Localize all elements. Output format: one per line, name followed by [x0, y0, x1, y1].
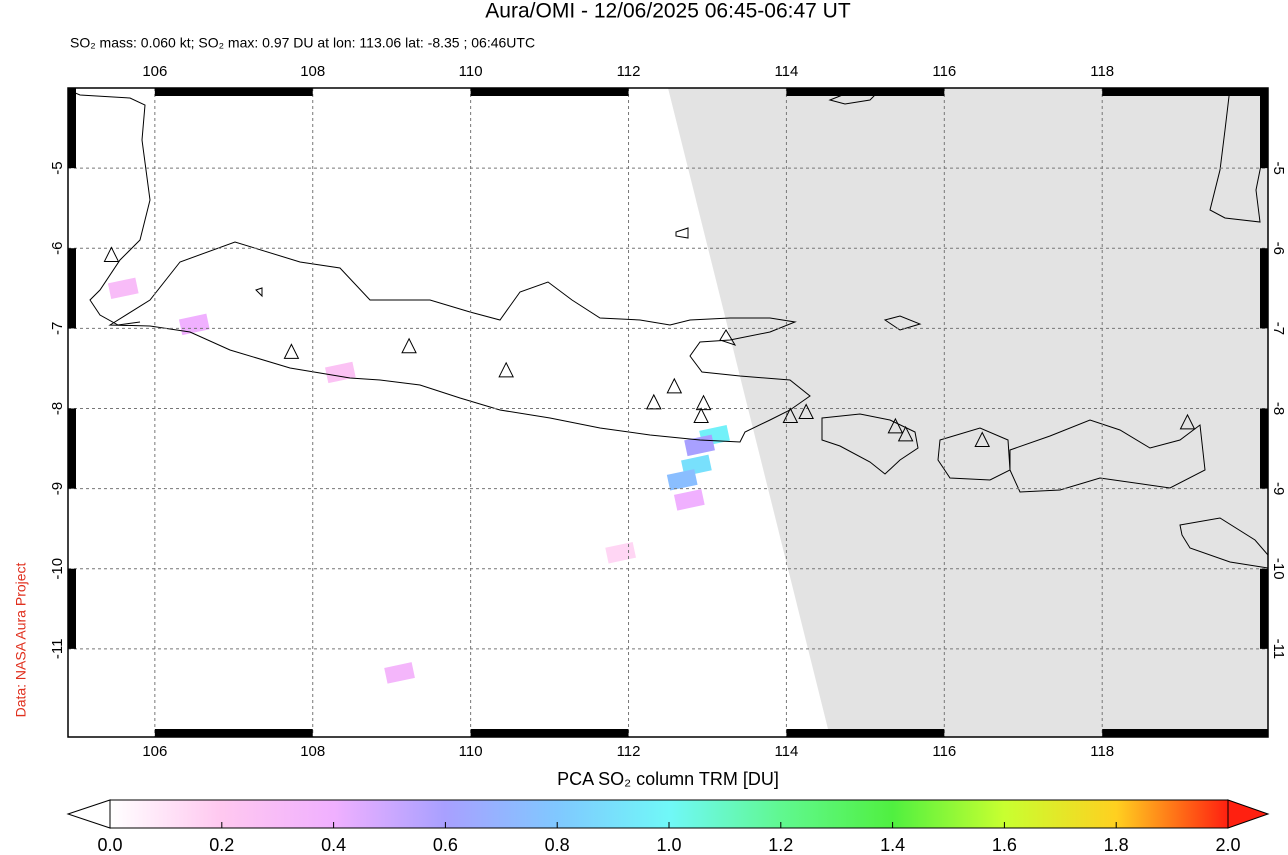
colorbar-bar	[109, 799, 1229, 829]
volcano	[666, 377, 683, 394]
x-tick-label: 114	[774, 743, 798, 760]
colorbar-under	[66, 799, 111, 829]
coastline	[821, 413, 919, 475]
y-tick-label: -5	[49, 161, 66, 174]
x-tick-label: 116	[932, 743, 956, 760]
volcano	[645, 393, 662, 410]
colorbar-tick-label: 0.4	[321, 835, 346, 855]
colorbar-tick-label: 2.0	[1215, 835, 1240, 855]
colorbar-tick-label: 0.8	[545, 835, 570, 855]
frame-bar	[1102, 88, 1268, 96]
coastline	[108, 241, 811, 443]
x-tick-label: 118	[1090, 63, 1114, 80]
volcano	[695, 394, 712, 411]
y-tick-label: -7	[1270, 322, 1287, 335]
y-tick-label: -11	[49, 639, 66, 660]
coastline	[1009, 419, 1206, 493]
graticule	[68, 88, 1268, 737]
volcano	[782, 407, 799, 424]
frame-bar	[68, 248, 76, 329]
coastline	[255, 227, 922, 346]
so2-pixel	[107, 277, 139, 300]
x-tick-label: 116	[932, 63, 956, 80]
so2-pixel	[666, 469, 698, 491]
x-tick-label: 108	[300, 63, 325, 80]
colorbar-tick-label: 1.0	[656, 835, 681, 855]
y-tick-label: -7	[49, 322, 66, 335]
axis-labels: 106 106 108 108 110 110 112 112 114 114 116 116 118 1…	[49, 63, 1287, 760]
colorbar-over	[1227, 799, 1270, 829]
volcano	[401, 337, 417, 354]
frame-bars	[68, 88, 1268, 737]
frame-bar	[786, 88, 945, 96]
colorbar-label: PCA SO₂ column TRM [DU]	[557, 769, 779, 789]
no-data-region	[668, 88, 1268, 737]
frame-bar	[470, 729, 629, 737]
y-tick-label: -11	[1270, 639, 1287, 660]
subtitle: SO₂ mass: 0.060 kt; SO₂ max: 0.97 DU at …	[70, 35, 535, 51]
frame-bar	[470, 88, 629, 96]
colorbar-tick-label: 0.2	[209, 835, 234, 855]
colorbar-tick-label: 0.6	[433, 835, 458, 855]
volcano	[897, 425, 914, 442]
colorbar-tick-label: 1.8	[1104, 835, 1129, 855]
volcano	[887, 417, 904, 434]
frame-bar	[68, 88, 76, 169]
colorbar-tick-label: 1.4	[880, 835, 905, 855]
colorbar-tick-label: 1.6	[992, 835, 1017, 855]
credit: Data: NASA Aura Project	[13, 562, 29, 717]
frame-bar	[154, 88, 313, 96]
frame-bar	[1102, 729, 1268, 737]
x-tick-label: 110	[459, 743, 483, 760]
volcano	[798, 403, 814, 419]
coastline	[937, 427, 1011, 481]
volcano	[974, 431, 991, 448]
so2-layer	[107, 277, 730, 684]
title: Aura/OMI - 12/06/2025 06:45-06:47 UT	[485, 0, 851, 23]
y-tick-label: -6	[1270, 242, 1287, 255]
coastline	[68, 89, 151, 326]
x-tick-label: 112	[617, 63, 641, 80]
coastline	[1179, 517, 1268, 569]
x-tick-label: 108	[300, 743, 325, 760]
volcano	[693, 407, 709, 424]
so2-pixel	[673, 489, 705, 511]
volcano	[498, 361, 514, 378]
y-tick-label: -6	[49, 242, 66, 255]
y-tick-label: -10	[49, 558, 66, 580]
y-tick-label: -9	[1270, 482, 1287, 495]
frame-bar	[1260, 568, 1268, 649]
so2-pixel	[384, 662, 415, 684]
x-tick-label: 118	[1090, 743, 1114, 760]
frame-bar	[1260, 248, 1268, 329]
frame-bar	[786, 729, 945, 737]
map-area	[68, 88, 1268, 737]
x-tick-label: 114	[774, 63, 798, 80]
y-tick-label: -10	[1270, 558, 1287, 580]
y-tick-label: -8	[49, 402, 66, 415]
frame-bar	[1260, 88, 1268, 169]
volcano	[103, 246, 120, 262]
y-tick-label: -5	[1270, 161, 1287, 174]
y-tick-label: -8	[1270, 402, 1287, 415]
frame-bar	[68, 408, 76, 489]
y-tick-label: -9	[49, 482, 66, 495]
volcano	[283, 343, 300, 359]
so2-pixel	[178, 313, 210, 336]
volcanoes	[103, 246, 1196, 448]
volcano	[1179, 413, 1196, 430]
frame-bar	[154, 729, 313, 737]
x-tick-label: 112	[617, 743, 641, 760]
x-tick-label: 106	[142, 743, 167, 760]
frame-bar	[1260, 408, 1268, 489]
frame-bar	[68, 568, 76, 649]
x-tick-label: 106	[142, 63, 167, 80]
x-tick-label: 110	[459, 63, 483, 80]
colorbar-tick-label: 0.0	[97, 835, 122, 855]
colorbar-tick-label: 1.2	[768, 835, 793, 855]
colorbar: 0.0 0.2 0.4 0.6 0.8 1.0 1.2 1.4 1.6 1.8 2.0	[66, 799, 1270, 855]
